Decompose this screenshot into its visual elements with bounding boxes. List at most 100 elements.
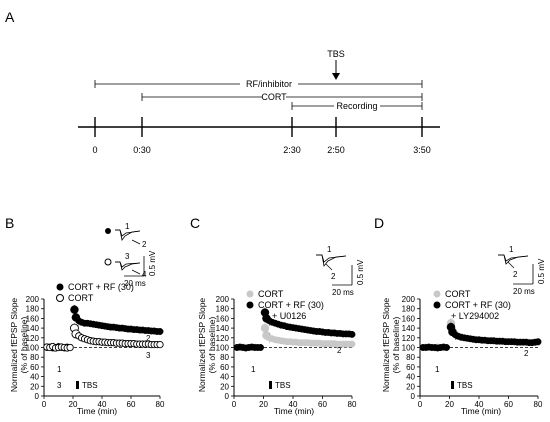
scale-label-ms-c: 20 ms: [332, 288, 354, 297]
tbs-label-c: TBS: [275, 381, 291, 390]
x-tick-label-b: 0: [42, 400, 47, 409]
scale-label-mv-d: 0.5 mV: [537, 258, 546, 284]
trace-d-arrow-2: [507, 261, 515, 269]
data-point: [70, 305, 79, 314]
timeline-tick-4: 3:50: [413, 145, 431, 155]
y-tick-label-d: 100: [402, 344, 416, 353]
y-tick-label-b: 0: [35, 392, 40, 401]
scale-label-mv-c: 0.5 mV: [356, 259, 365, 285]
data-point: [534, 338, 542, 346]
legend-b: CORT + RF (30) CORT: [56, 282, 134, 303]
timeline-bar-rf-inhibitor: RF/inhibitor: [94, 79, 423, 89]
y-tick-label-b: 100: [26, 344, 40, 353]
scale-label-ms-d: 20 ms: [513, 287, 535, 296]
timeline-tick-1: 0:30: [133, 145, 151, 155]
y-tick-label-d: 160: [402, 314, 416, 323]
x-tick-label-c: 80: [348, 400, 357, 409]
trace-c-label-1: 1: [327, 245, 332, 254]
legend-label-inhibitor-c: + U0126: [272, 311, 306, 321]
trace-2-path: [115, 229, 141, 237]
trace-label-2: 2: [142, 240, 147, 249]
trace-d-2-path: [498, 254, 529, 262]
y-tick-label-d: 80: [406, 353, 415, 362]
data-point: [156, 340, 164, 349]
y-tick-label-c: 20: [220, 382, 229, 391]
legend-marker-cort-d: [433, 290, 441, 298]
trace-label-1: 1: [125, 222, 130, 231]
trace-inset-d: 1 2 0.5 mV 20 ms: [498, 245, 546, 296]
scale-label-ms: 20 ms: [124, 279, 146, 288]
y-tick-label-d: 180: [402, 305, 416, 314]
y-tick-label-b: 80: [30, 353, 39, 362]
data-point: [66, 343, 74, 352]
trace-d-label-1: 1: [509, 245, 514, 254]
y-tick-label-c: 60: [220, 363, 229, 372]
y-tick-label-d: 0: [411, 392, 416, 401]
y-tick-label-b: 60: [30, 363, 39, 372]
panel-a: A TBS RF/inhibitor CORT Recording: [5, 9, 440, 155]
trace-arrow-2: [131, 239, 141, 245]
annotation-c-2: 2: [337, 346, 342, 355]
annotation-d-1: 1: [435, 365, 440, 374]
x-tick-label-d: 40: [475, 400, 484, 409]
y-tick-label-d: 20: [406, 382, 415, 391]
trace-inset-b: 1 2 3 4 0.5 mV 20 ms: [104, 222, 157, 288]
legend-label-inhibitor-d: + LY294002: [451, 311, 499, 321]
y-tick-label-b: 180: [26, 305, 40, 314]
y-tick-label-c: 40: [220, 373, 229, 382]
y-axis-label-c-line2: (% of baseline): [207, 316, 217, 373]
y-tick-label-c: 0: [225, 392, 230, 401]
annotation-d-2: 2: [524, 349, 529, 358]
x-tick-label-b: 80: [156, 400, 165, 409]
trace-d-label-2: 2: [513, 270, 518, 279]
annotation-b-1: 1: [57, 365, 62, 374]
legend-marker-cort: [56, 294, 64, 302]
tbs-label-timeline: TBS: [327, 49, 345, 59]
y-tick-label-c: 160: [216, 314, 230, 323]
tbs-label-b: TBS: [82, 381, 98, 390]
y-tick-label-b: 200: [26, 295, 40, 304]
x-axis-label-d: Time (min): [461, 406, 501, 416]
legend-marker-cort-rf-d: [433, 301, 441, 309]
panel-d: D 1 2 0.5 mV 20 ms CORT CORT + RF (30) +…: [374, 215, 546, 416]
trace-c-arrow-2: [325, 263, 333, 271]
legend-marker-cort-rf-c: [246, 301, 254, 309]
timeline-ticks: [94, 117, 423, 137]
y-tick-label-d: 140: [402, 324, 416, 333]
y-tick-label-c: 120: [216, 334, 230, 343]
x-tick-label-b: 20: [69, 400, 78, 409]
tbs-label-d: TBS: [457, 381, 473, 390]
y-axis-label-d-line2: (% of baseline): [391, 316, 401, 373]
data-point: [348, 340, 356, 348]
annotation-b-3: 3: [146, 351, 151, 360]
y-tick-label-b: 140: [26, 324, 40, 333]
y-tick-label-d: 200: [402, 295, 416, 304]
x-tick-label-d: 0: [418, 400, 423, 409]
y-axis-label-b-line1: Normalized fEPSP Slope: [9, 298, 19, 393]
annotation-b-3-baseline: 3: [57, 381, 62, 390]
trace-arrow-4: [131, 269, 141, 275]
timeline-bar-recording: Recording: [291, 101, 423, 111]
y-axis-label-c-line1: Normalized fEPSP Slope: [197, 298, 207, 393]
y-tick-label-c: 140: [216, 324, 230, 333]
x-tick-label-b: 60: [127, 400, 136, 409]
x-tick-label-d: 60: [504, 400, 513, 409]
y-tick-label-b: 20: [30, 382, 39, 391]
data-point: [257, 344, 264, 351]
legend-label-cort-rf-c: CORT + RF (30): [258, 300, 324, 310]
x-tick-label-c: 20: [259, 400, 268, 409]
x-tick-label-c: 0: [232, 400, 237, 409]
y-tick-label-c: 80: [220, 353, 229, 362]
trace-4-path: [115, 261, 141, 268]
legend-label-cort: CORT: [68, 293, 94, 303]
data-point: [260, 323, 270, 333]
x-axis-label-b: Time (min): [77, 406, 117, 416]
y-tick-label-d: 40: [406, 373, 415, 382]
data-point: [156, 328, 164, 335]
trace-marker-open: [104, 258, 112, 266]
trace-marker-filled: [105, 228, 111, 234]
trace-c-label-2: 2: [331, 272, 336, 281]
